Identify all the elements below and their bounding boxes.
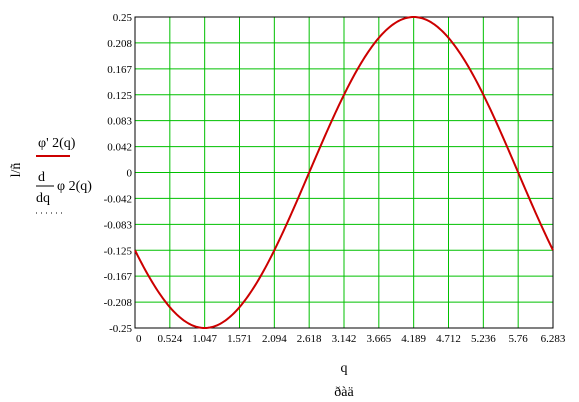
legend-2-num: d (38, 170, 45, 185)
y-tick-label: 0.125 (107, 90, 132, 102)
y-tick-label: -0.208 (104, 297, 133, 309)
legend-1-arg: (q) (59, 136, 76, 151)
y-tick-label: -0.083 (104, 219, 133, 231)
x-tick-labels: 0 0.524 1.047 1.571 2.094 2.618 3.142 3.665 4.18… (136, 333, 566, 345)
y-tick-label: 0.083 (107, 116, 132, 128)
x-tick-label: 3.142 (332, 333, 357, 345)
series-line-1 (134, 15, 554, 330)
x-tick-label: 4.189 (401, 333, 426, 345)
legend-2-arg: (q) (76, 179, 93, 194)
x-tick-label: 5.76 (509, 333, 529, 345)
x-tick-label: 0 (136, 333, 142, 345)
y-tick-label: -0.25 (109, 323, 132, 335)
legend-2-den: dq (36, 191, 50, 206)
y-tick-label: 0.167 (107, 64, 132, 76)
y-tick-label: 0.042 (107, 142, 132, 154)
y-axis-label: l/ñ (9, 163, 24, 178)
x-tick-label: 1.571 (227, 333, 252, 345)
grid-lines (135, 17, 553, 328)
x-tick-label: 2.618 (297, 333, 322, 345)
x-axis-label: q (341, 361, 348, 376)
x-tick-label: 0.524 (157, 333, 182, 345)
x-tick-label: 1.047 (192, 333, 217, 345)
svg-text:φ' 2(q): φ' 2(q) (38, 136, 76, 151)
y-tick-label: 0 (127, 168, 133, 180)
x-axis-unit: ðàä (334, 385, 354, 400)
y-tick-labels: 0.25 0.208 0.167 0.125 0.083 0.042 0 -0.042 -0.0… (104, 12, 133, 335)
x-tick-label: 2.094 (262, 333, 287, 345)
legend-entry-series-1: φ' 2(q) (36, 136, 76, 157)
legend-entry-series-2: d dq φ 2(q) (36, 170, 92, 214)
series-lines (134, 15, 554, 330)
x-tick-label: 5.236 (471, 333, 496, 345)
legend-1-prefix: φ' 2 (38, 136, 59, 151)
x-tick-label: 4.712 (436, 333, 461, 345)
y-tick-label: 0.208 (107, 38, 132, 50)
x-tick-label: 6.283 (541, 333, 566, 345)
y-tick-label: -0.167 (104, 271, 133, 283)
svg-text:φ 2(q): φ 2(q) (57, 179, 92, 194)
plot-frame (134, 16, 554, 329)
y-tick-label: -0.125 (104, 245, 133, 257)
y-tick-label: -0.042 (104, 193, 132, 205)
x-tick-label: 3.665 (366, 333, 391, 345)
y-tick-label: 0.25 (113, 12, 133, 24)
legend-2-func: φ 2 (57, 179, 76, 194)
